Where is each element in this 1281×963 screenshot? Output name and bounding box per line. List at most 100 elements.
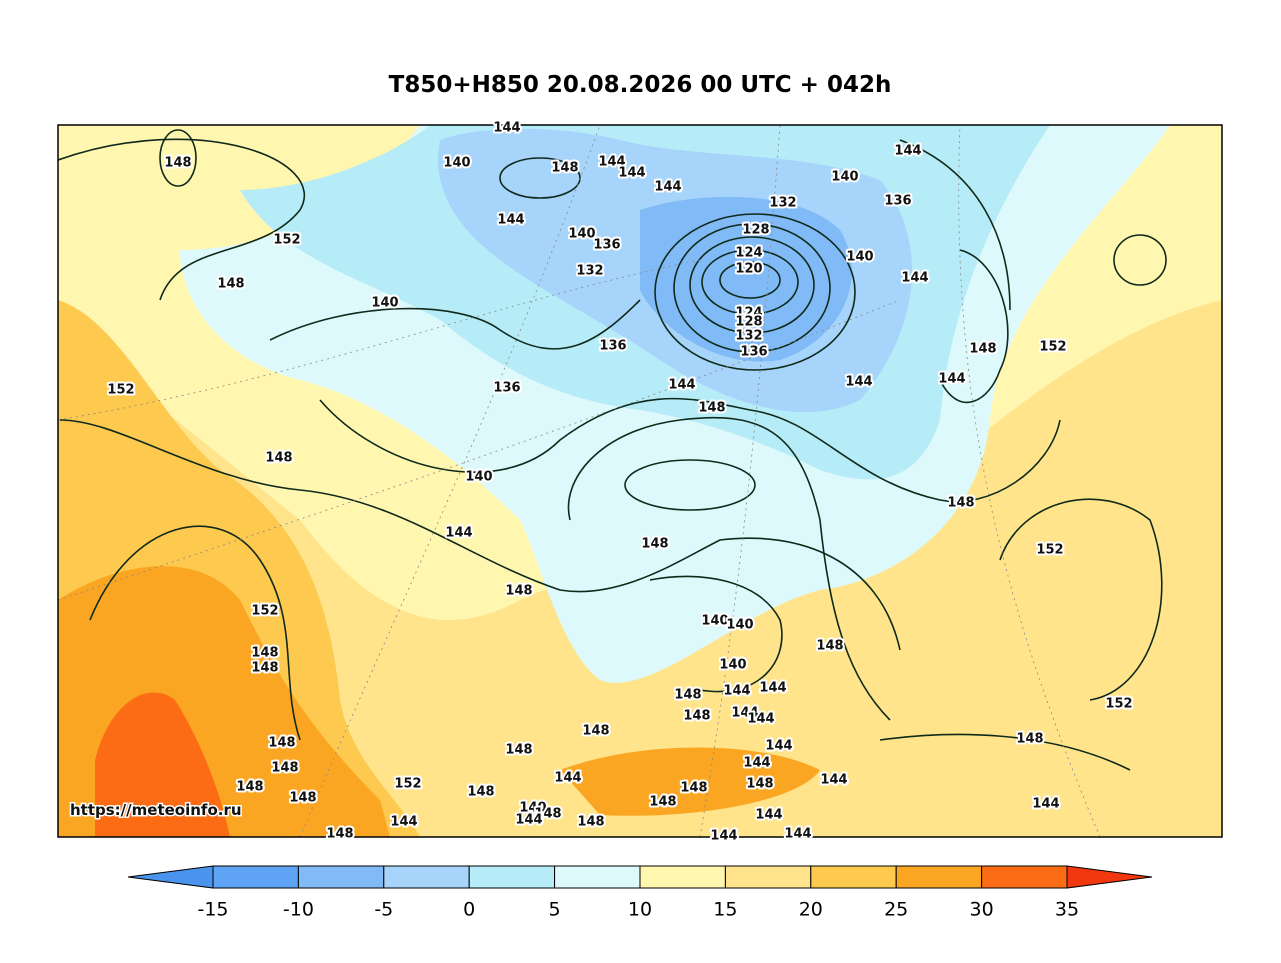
contour-label: 152	[107, 383, 134, 398]
colorbar-segment	[297, 865, 385, 889]
contour-label: 128	[735, 315, 762, 330]
colorbar-segment	[468, 865, 556, 889]
contour-label: 140	[371, 296, 398, 311]
contour-label: 148	[217, 277, 244, 292]
colorbar-tick-label: 0	[463, 899, 475, 921]
contour-label: 144	[445, 526, 472, 541]
contour-label: 120	[735, 262, 762, 277]
contour-label: 152	[394, 777, 421, 792]
contour-label: 148	[947, 496, 974, 511]
colorbar-tick-label: -15	[197, 899, 228, 921]
contour-label: 136	[493, 381, 520, 396]
contour-label: 144	[668, 378, 695, 393]
contour-label: 140	[726, 618, 753, 633]
contour-label: 148	[268, 736, 295, 751]
contour-label: 148	[289, 791, 316, 806]
contour-label: 148	[577, 815, 604, 830]
contour-label: 144	[755, 808, 782, 823]
colorbar-extend	[1066, 865, 1153, 889]
colorbar-tick-label: 10	[628, 899, 652, 921]
contour-label: 148	[505, 584, 532, 599]
contour-label: 140	[719, 658, 746, 673]
contour-label: 148	[467, 785, 494, 800]
contour-label: 144	[710, 829, 737, 844]
colorbar-tick-label: 5	[549, 899, 561, 921]
contour-label: 148	[271, 761, 298, 776]
colorbar-tick-label: 20	[799, 899, 823, 921]
colorbar-segment	[724, 865, 812, 889]
contour-label: 144	[901, 271, 928, 286]
colorbar-tick-label: -10	[283, 899, 314, 921]
colorbar-segment	[639, 865, 726, 889]
contour-label: 148	[251, 661, 278, 676]
contour-label: 144	[820, 773, 847, 788]
contour-label: 144	[784, 827, 811, 842]
contour-label: 144	[598, 155, 625, 170]
contour-label: 148	[251, 646, 278, 661]
contour-label: 128	[742, 223, 769, 238]
contour-label: 144	[759, 681, 786, 696]
colorbar-segment	[383, 865, 470, 889]
contour-label: 148	[816, 639, 843, 654]
contour-label: 140	[846, 250, 873, 265]
contour-label: 144	[723, 684, 750, 699]
contour-label: 124	[735, 306, 762, 321]
contour-label: 144	[747, 712, 774, 727]
contour-label: 148	[236, 780, 263, 795]
watermark: https://meteoinfo.ru	[70, 801, 242, 819]
contour-label: 132	[735, 329, 762, 344]
colorbar-segment	[981, 865, 1068, 889]
contour-label: 148	[582, 724, 609, 739]
contour-label: 148	[683, 709, 710, 724]
map-title: T850+H850 20.08.2026 00 UTC + 042h	[389, 72, 892, 98]
colorbar-tick-label: 25	[884, 899, 908, 921]
contour-label: 148	[505, 743, 532, 758]
contour-label: 144	[1032, 797, 1059, 812]
contour-label: 148	[326, 827, 353, 842]
contour-label: 144	[845, 375, 872, 390]
contour-label: 144	[618, 166, 645, 181]
contour-label: 144	[765, 739, 792, 754]
contour-label: 144	[515, 813, 542, 828]
contour-label: 148	[969, 342, 996, 357]
colorbar: -15 -10 -5 0 5 10 15 20 25 30 35	[127, 865, 1153, 921]
contour-label: 136	[740, 345, 767, 360]
contour-label: 144	[493, 121, 520, 136]
contour-label: 148	[551, 161, 578, 176]
colorbar-tick-label: -5	[374, 899, 393, 921]
contour-label: 148	[649, 795, 676, 810]
contour-label: 144	[654, 180, 681, 195]
contour-label: 140	[465, 470, 492, 485]
contour-label: 148	[698, 401, 725, 416]
colorbar-segment	[895, 865, 983, 889]
contour-label: 148	[265, 451, 292, 466]
contour-label: 152	[1105, 697, 1132, 712]
contour-label: 148	[674, 688, 701, 703]
contour-label: 136	[599, 339, 626, 354]
contour-label: 144	[390, 815, 417, 830]
map-frame	[57, 124, 1223, 838]
contour-label: 148	[1016, 732, 1043, 747]
map	[58, 125, 1222, 837]
contour-label: 152	[273, 233, 300, 248]
contour-label: 144	[743, 756, 770, 771]
colorbar-tick-label: 15	[713, 899, 737, 921]
contour-label: 148	[746, 777, 773, 792]
contour-label: 124	[735, 246, 762, 261]
contour-label: 148	[534, 807, 561, 822]
colorbar-segment	[810, 865, 897, 889]
contour-label: 144	[894, 144, 921, 159]
contour-label: 144	[938, 372, 965, 387]
colorbar-segment	[212, 865, 299, 889]
colorbar-tick-label: 35	[1055, 899, 1079, 921]
contour-label: 148	[164, 156, 191, 171]
contour-label: 148	[641, 537, 668, 552]
contour-label: 132	[576, 264, 603, 279]
contour-label: 144	[731, 706, 758, 721]
contour-label: 140	[519, 801, 546, 816]
contour-label: 132	[769, 196, 796, 211]
contour-label: 152	[1036, 543, 1063, 558]
contour-label: 140	[568, 227, 595, 242]
